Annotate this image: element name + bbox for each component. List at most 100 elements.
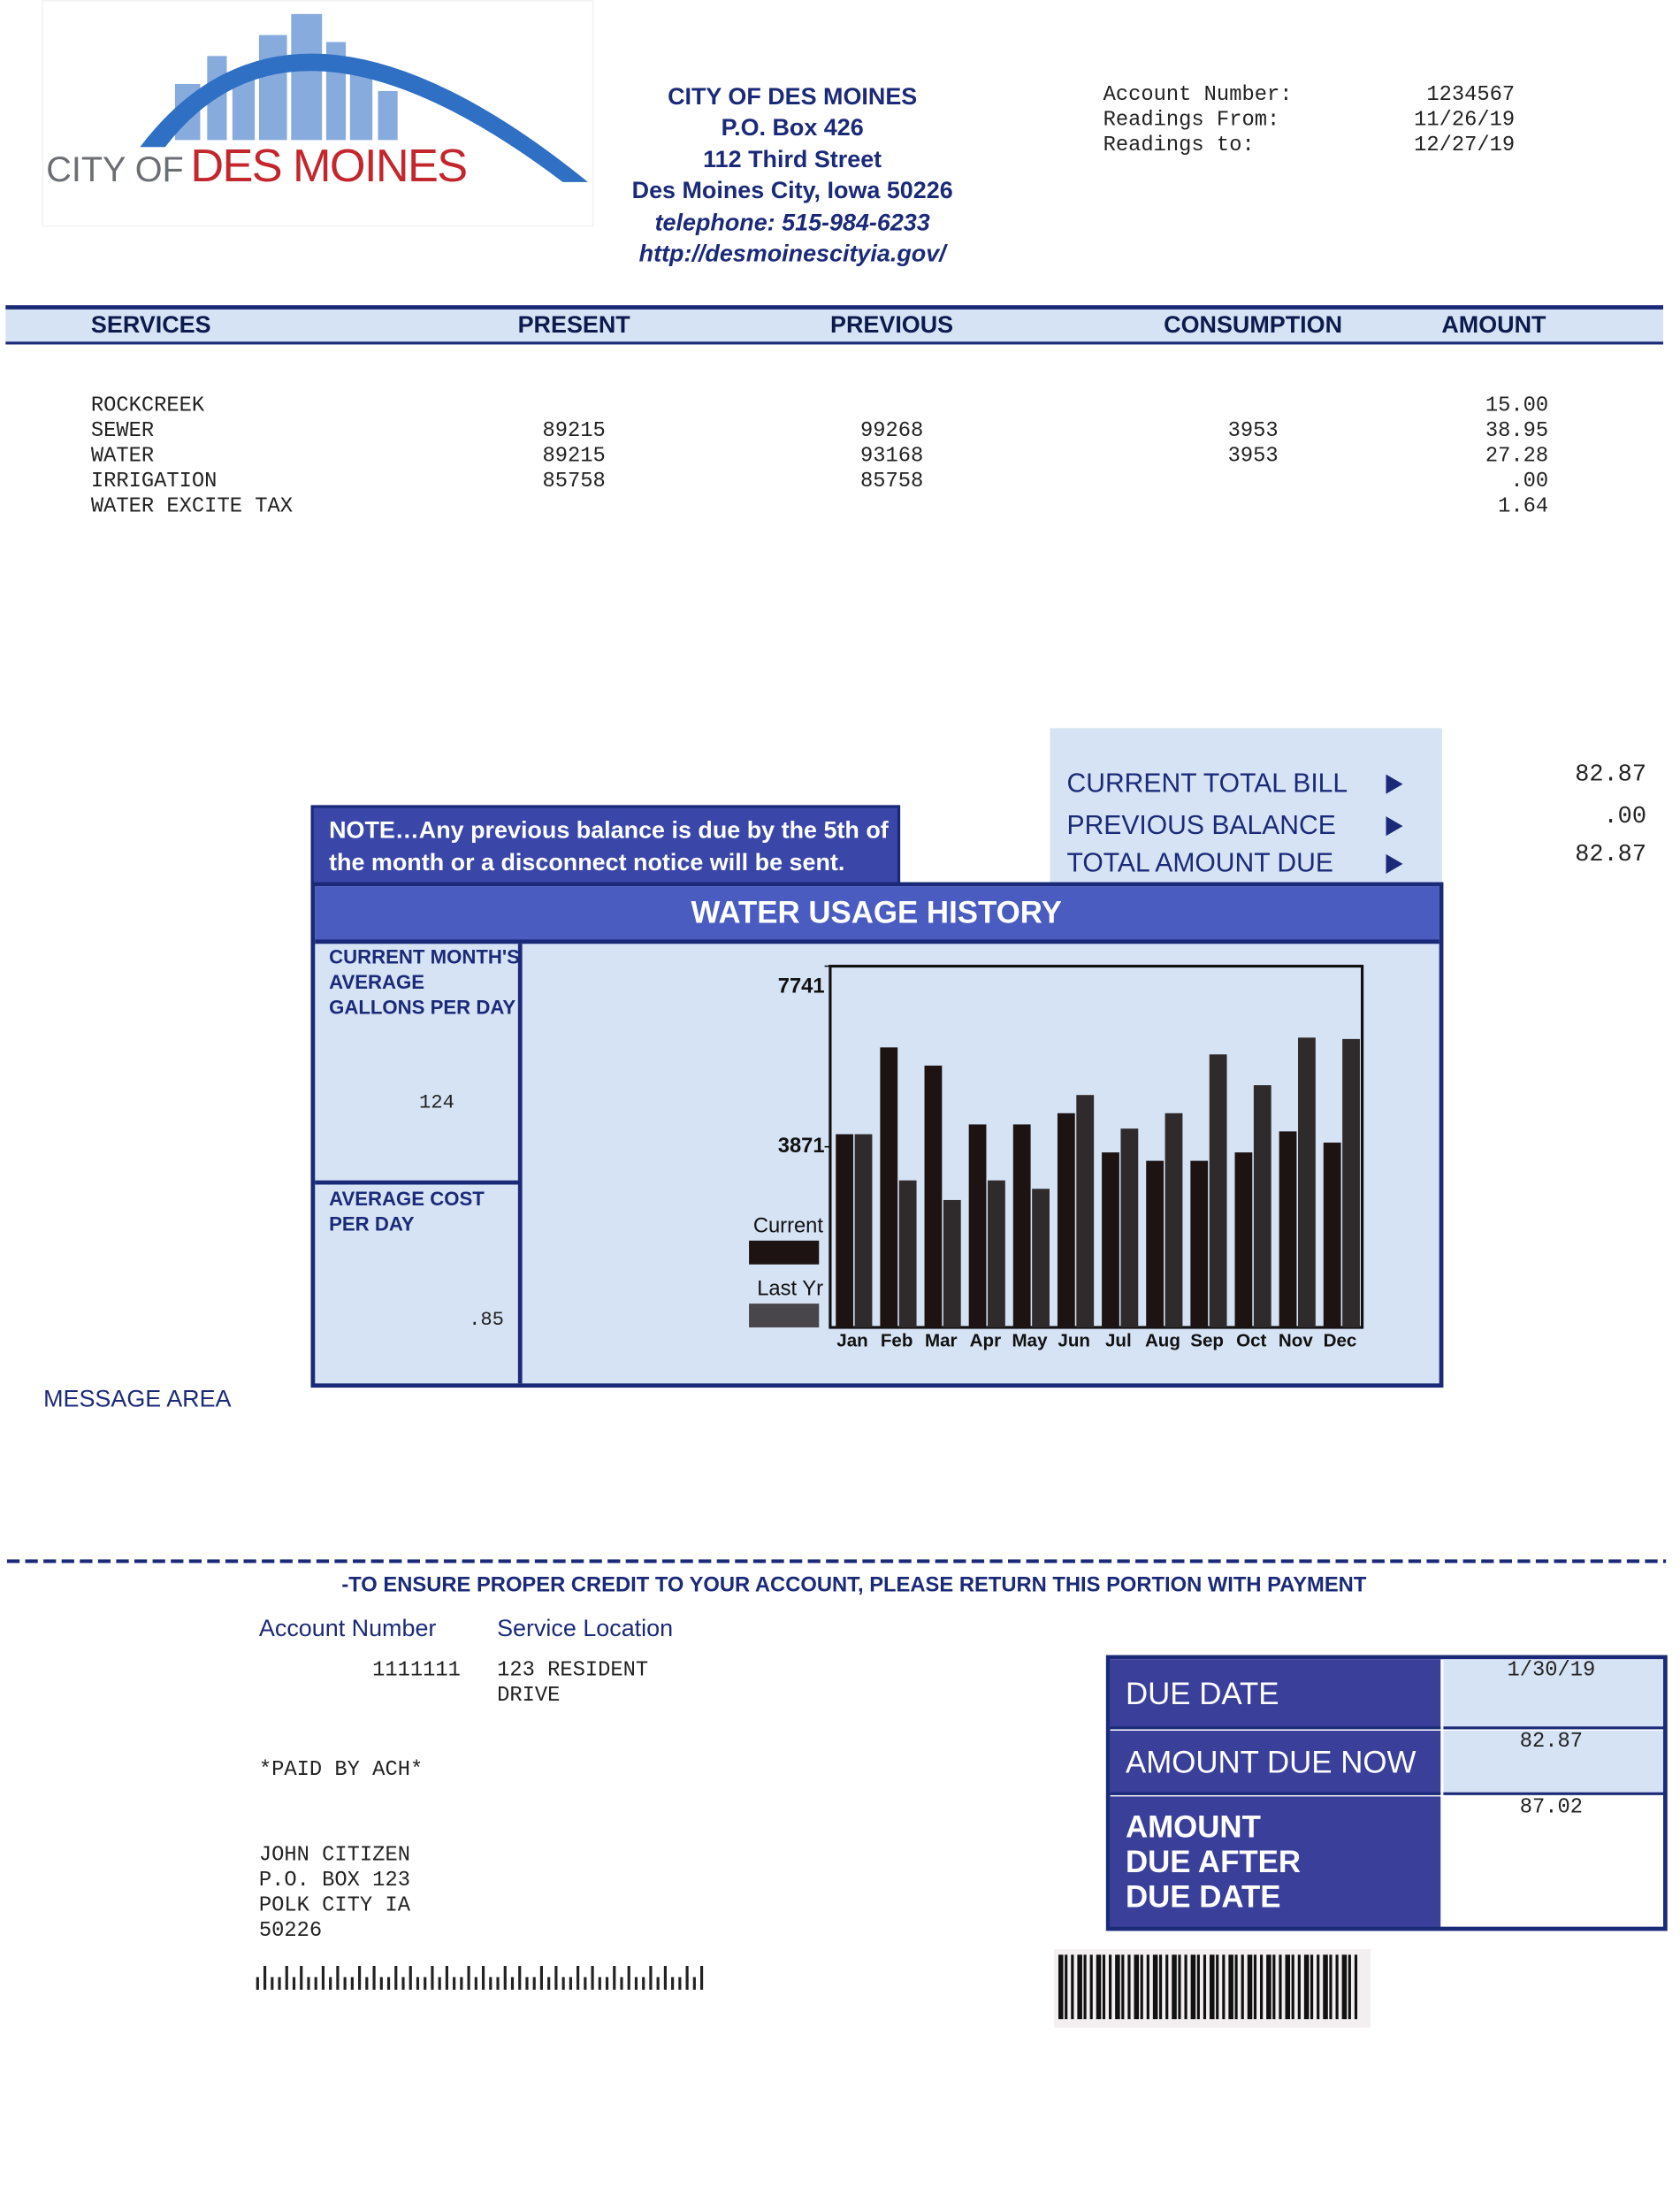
table-cell: 1.64 bbox=[1498, 494, 1549, 519]
postal-bar bbox=[256, 1977, 259, 1990]
chart-title: WATER USAGE HISTORY bbox=[691, 894, 1062, 930]
barcode-bar bbox=[1077, 1954, 1082, 2020]
postal-bar bbox=[591, 1965, 594, 1990]
note-line: the month or a disconnect notice will be… bbox=[329, 849, 845, 876]
stat-value: 124 bbox=[419, 1091, 454, 1115]
barcode-bar bbox=[1266, 1954, 1271, 2020]
mailing-line: P.O. BOX 123 bbox=[258, 1868, 410, 1893]
barcode-bar bbox=[1134, 1954, 1140, 2020]
postal-bar bbox=[532, 1977, 536, 1990]
bar bbox=[943, 1199, 961, 1327]
postal-bar bbox=[699, 1965, 704, 1990]
barcode-bar bbox=[1354, 1954, 1358, 2020]
postal-bar bbox=[503, 1965, 507, 1990]
mailing-line: POLK CITY IA bbox=[258, 1893, 410, 1918]
table-cell: 85758 bbox=[859, 470, 924, 494]
total-value: .00 bbox=[1603, 804, 1646, 831]
address-line: CITY OF DES MOINES bbox=[668, 83, 918, 111]
account-value: 12/27/19 bbox=[1414, 134, 1516, 158]
bar bbox=[1253, 1085, 1271, 1327]
barcode-bar bbox=[1152, 1954, 1158, 2020]
due-label-cell bbox=[1110, 1796, 1441, 1930]
address-line: 112 Third Street bbox=[703, 146, 882, 173]
arrow bbox=[1386, 774, 1403, 794]
bar bbox=[1209, 1054, 1227, 1327]
postal-bar bbox=[649, 1965, 653, 1990]
bar bbox=[836, 1134, 854, 1327]
column-header: PRESENT bbox=[517, 311, 630, 339]
postal-bar bbox=[474, 1977, 477, 1990]
postal-bar bbox=[285, 1965, 288, 1990]
field-label: Service Location bbox=[497, 1615, 674, 1642]
due-label-cell bbox=[1110, 1659, 1441, 1730]
stat-label: AVERAGE COST bbox=[329, 1187, 485, 1210]
table-cell: 93168 bbox=[859, 444, 924, 469]
skyline bbox=[349, 66, 373, 141]
postal-bar bbox=[343, 1977, 347, 1990]
total-value: 82.87 bbox=[1575, 842, 1646, 869]
postal-bar bbox=[292, 1977, 296, 1990]
due-value-cell bbox=[1443, 1730, 1663, 1795]
account-label: Readings to: bbox=[1103, 134, 1255, 158]
barcode-bar bbox=[1247, 1954, 1253, 2020]
barcode-bar bbox=[1184, 1954, 1187, 2020]
postal-bar bbox=[671, 1977, 675, 1990]
barcode-bar bbox=[1203, 1954, 1207, 2020]
due-value: 1/30/19 bbox=[1507, 1658, 1596, 1683]
x-tick-label: Oct bbox=[1236, 1330, 1266, 1350]
logo-art bbox=[140, 13, 588, 182]
postal-bar bbox=[685, 1965, 689, 1990]
postal-bar bbox=[394, 1965, 398, 1990]
bar bbox=[1032, 1189, 1050, 1327]
postal-bar bbox=[489, 1977, 493, 1990]
y-tick-label: 3871 bbox=[778, 1135, 825, 1158]
postal-bar bbox=[627, 1965, 630, 1990]
note-box bbox=[310, 805, 901, 885]
barcode-bar bbox=[1335, 1954, 1339, 2020]
service-location: 123 RESIDENT bbox=[497, 1658, 649, 1683]
postal-bar bbox=[518, 1965, 522, 1990]
postal-bar bbox=[598, 1977, 601, 1990]
postal-bar bbox=[605, 1977, 609, 1990]
stat-label: AVERAGE bbox=[329, 970, 425, 993]
postal-bar bbox=[358, 1965, 362, 1990]
column-header: PREVIOUS bbox=[830, 311, 954, 339]
due-value: 82.87 bbox=[1519, 1730, 1583, 1755]
bar bbox=[1146, 1160, 1165, 1327]
postal-bar bbox=[445, 1965, 448, 1990]
address-line: http://desmoinescityia.gov/ bbox=[638, 240, 946, 267]
barcode-bar bbox=[1348, 1954, 1351, 2020]
table-cell: ROCKCREEK bbox=[90, 394, 205, 418]
x-tick-label: Apr bbox=[970, 1330, 1001, 1350]
table-cell: 27.28 bbox=[1485, 444, 1549, 469]
address-line: telephone: 515-984-6233 bbox=[654, 209, 930, 236]
postal-bar bbox=[510, 1977, 515, 1990]
postal-bar bbox=[365, 1977, 369, 1990]
postal-bar bbox=[401, 1977, 405, 1990]
account-value: 11/26/19 bbox=[1414, 108, 1516, 133]
postal-bar bbox=[453, 1977, 456, 1990]
stat-label: PER DAY bbox=[329, 1212, 415, 1235]
due-label: DUE AFTER bbox=[1125, 1844, 1302, 1879]
barcode-bar bbox=[1071, 1954, 1074, 2020]
barcode-bar bbox=[1310, 1954, 1314, 2020]
postal-bar bbox=[547, 1977, 551, 1990]
postal-bar bbox=[584, 1977, 587, 1990]
stat-value: .85 bbox=[469, 1309, 504, 1332]
x-tick-label: Sep bbox=[1190, 1330, 1224, 1350]
x-tick-label: Nov bbox=[1279, 1330, 1313, 1350]
barcode-bar bbox=[1297, 1954, 1301, 2020]
bar bbox=[1323, 1143, 1341, 1327]
side-divider bbox=[315, 1180, 520, 1185]
barcode-bar bbox=[1317, 1954, 1320, 2020]
legend-swatch bbox=[749, 1240, 820, 1265]
bar bbox=[898, 1180, 917, 1327]
postal-bar bbox=[329, 1977, 332, 1990]
postal-bar bbox=[577, 1965, 580, 1990]
legend-label: Last Yr bbox=[757, 1278, 823, 1301]
remit-notice: -TO ENSURE PROPER CREDIT TO YOUR ACCOUNT… bbox=[341, 1572, 1367, 1597]
message-area: MESSAGE AREA bbox=[43, 1385, 232, 1412]
table-cell: 15.00 bbox=[1485, 394, 1549, 418]
barcode-bar bbox=[1341, 1954, 1348, 2020]
x-tick-label: Mar bbox=[925, 1330, 958, 1350]
